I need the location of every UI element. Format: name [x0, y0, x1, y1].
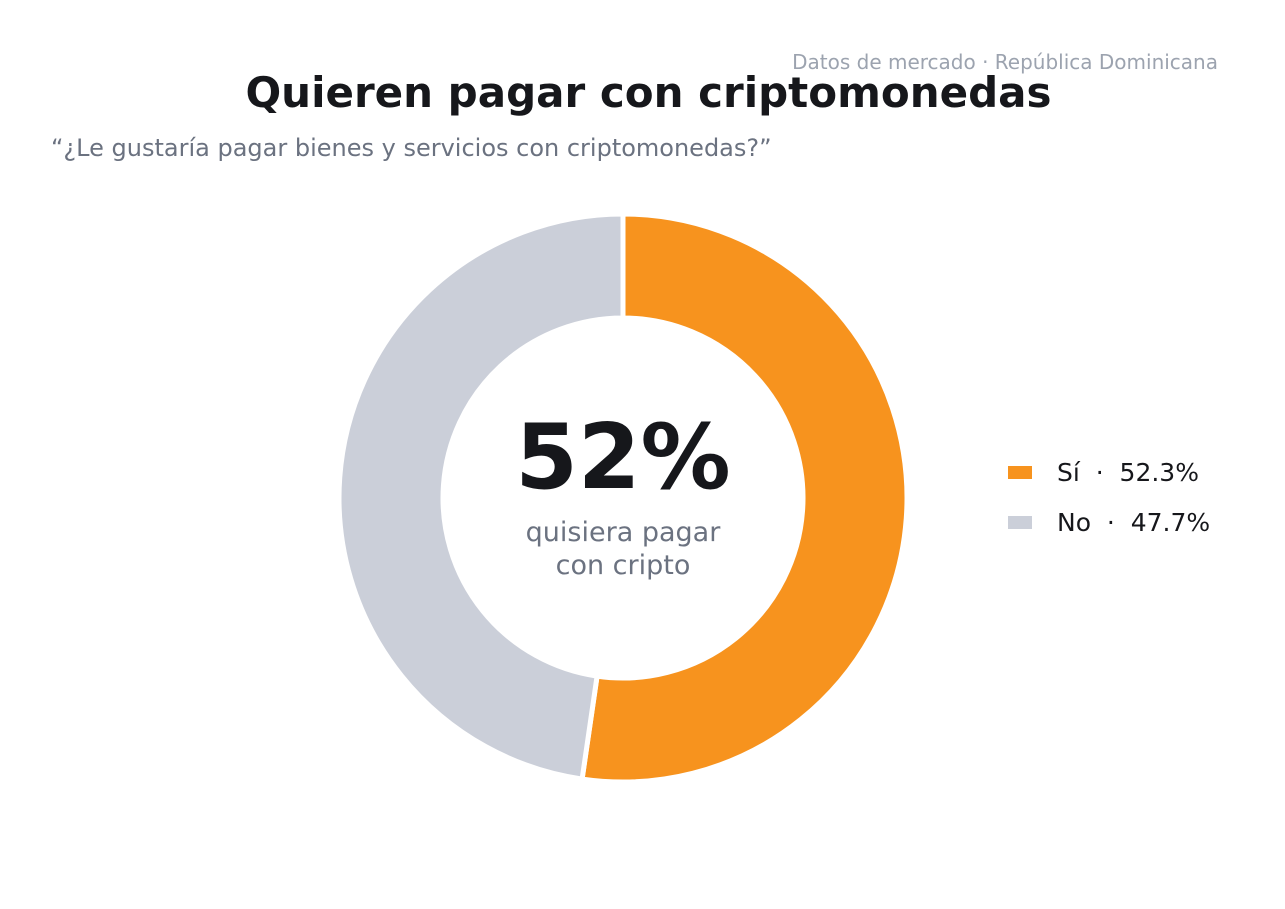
chart-subtitle: “¿Le gustaría pagar bienes y servicios c… — [51, 134, 772, 162]
legend-swatch-no — [1008, 515, 1032, 529]
donut-slice-no — [336, 211, 626, 782]
legend-label-no: No · 47.7% — [1057, 507, 1211, 537]
legend: Sí · 52.3% No · 47.7% — [1008, 455, 1210, 555]
chart-title: Quieren pagar con criptomonedas — [245, 68, 1052, 117]
legend-label-si: Sí · 52.3% — [1057, 457, 1199, 487]
center-caption: quisiera pagar con cripto — [473, 516, 773, 582]
center-value: 52% — [515, 405, 731, 510]
donut-slice-si — [579, 211, 910, 785]
legend-item-si: Sí · 52.3% — [1008, 455, 1210, 489]
legend-swatch-si — [1008, 465, 1032, 479]
legend-item-no: No · 47.7% — [1008, 505, 1210, 539]
center-caption-line-1: quisiera pagar — [525, 517, 721, 548]
center-caption-line-2: con cripto — [555, 550, 691, 581]
source-note: Datos de mercado · República Dominicana — [792, 50, 1218, 74]
